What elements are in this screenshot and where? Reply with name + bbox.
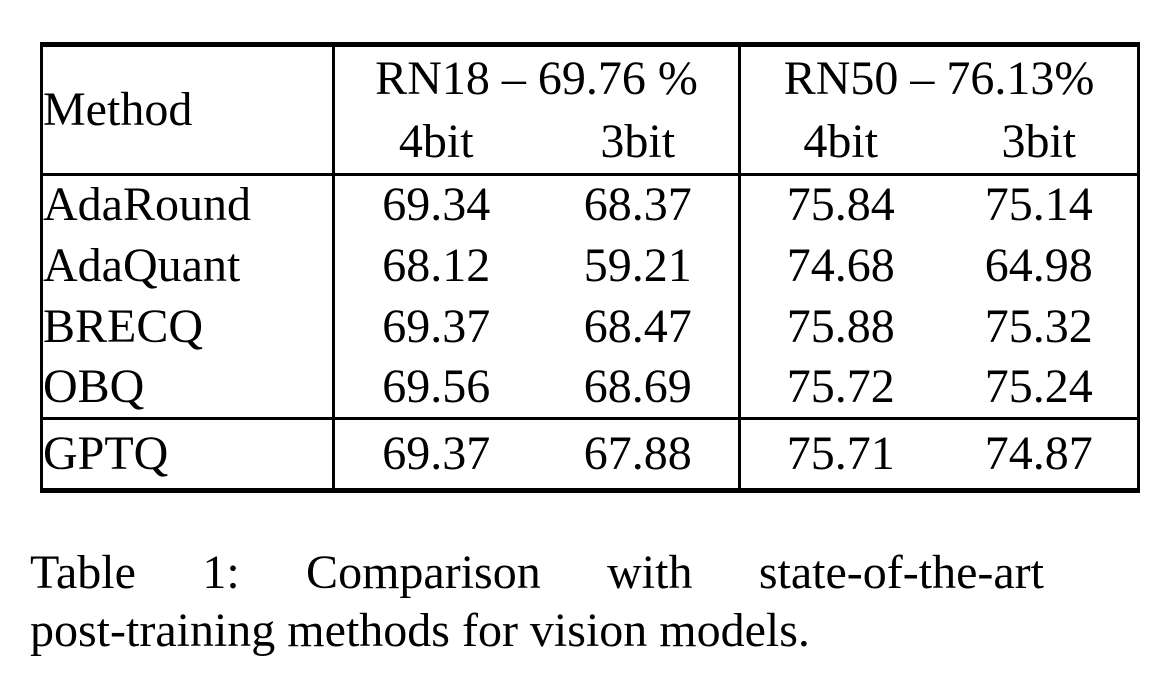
table-row-adaround: AdaRound 69.34 68.37 75.84 75.14 <box>40 174 1141 236</box>
gptq-section: GPTQ 69.37 67.88 75.71 74.87 <box>40 418 1141 491</box>
value-cell: 75.84 <box>738 174 941 236</box>
value-cell: 68.12 <box>332 235 538 297</box>
value-cell: 74.68 <box>738 235 941 297</box>
value-cell: 69.34 <box>332 174 538 236</box>
value-cell: 68.47 <box>583 299 692 353</box>
header-group-row: Method RN18 – 69.76 % RN50 – 76.13% <box>40 44 1141 175</box>
column-header-method: Method <box>40 44 334 175</box>
value-cell: 75.32 <box>940 296 1141 358</box>
value-cell: 64.98 <box>940 235 1141 297</box>
caption-line-1: Table 1: Comparison with state-of-the-ar… <box>30 546 1044 599</box>
column-group-rn50: RN50 – 76.13% <box>738 44 1141 113</box>
value-cell: 69.37 <box>332 418 538 491</box>
table-row-obq: OBQ 69.56 68.69 75.72 75.24 <box>40 357 1141 419</box>
column-group-rn18: RN18 – 69.76 % <box>331 44 740 113</box>
subheader-rn50-3bit: 3bit <box>940 112 1141 175</box>
value-cell: 75.24 <box>940 357 1141 419</box>
baseline-methods-section: AdaRound 69.34 68.37 75.84 75.14 AdaQuan… <box>40 174 1141 419</box>
table-row-brecq: BRECQ 69.37 68.47 75.88 75.32 <box>40 296 1141 358</box>
subheader-rn50-4bit: 4bit <box>738 112 941 175</box>
header-sub-row: 4bit 3bit 4bit 3bit <box>42 112 1141 175</box>
table-header: Method RN18 – 69.76 % RN50 – 76.13% 4bit… <box>40 44 1141 175</box>
method-cell: OBQ <box>40 357 334 419</box>
subheader-rn18-3bit: 3bit <box>600 115 676 169</box>
value-cell: 75.72 <box>738 357 941 419</box>
method-cell: AdaRound <box>40 174 334 236</box>
value-cell: 68.37 <box>583 178 692 232</box>
method-cell: GPTQ <box>40 418 334 491</box>
value-cell: 68.69 <box>583 359 692 413</box>
table-row-adaquant: AdaQuant 68.12 59.21 74.68 64.98 <box>40 235 1141 297</box>
table-caption: Table 1: Comparison with state-of-the-ar… <box>30 544 1044 660</box>
table-row-gptq: GPTQ 69.37 67.88 75.71 74.87 <box>40 418 1141 491</box>
value-cell: 75.88 <box>738 296 941 358</box>
value-cell: 75.71 <box>738 418 941 491</box>
value-cell: 74.87 <box>940 418 1141 491</box>
caption-line-2: post-training methods for vision models. <box>30 604 810 657</box>
results-table: Method RN18 – 69.76 % RN50 – 76.13% 4bit… <box>40 42 1141 493</box>
value-cell: 69.56 <box>332 357 538 419</box>
subheader-rn18-4bit: 4bit <box>332 112 538 175</box>
value-cell: 75.14 <box>940 174 1141 236</box>
method-cell: AdaQuant <box>40 235 334 297</box>
method-cell: BRECQ <box>40 296 334 358</box>
value-cell: 69.37 <box>332 296 538 358</box>
value-cell: 59.21 <box>583 238 692 292</box>
value-cell: 67.88 <box>583 426 692 480</box>
